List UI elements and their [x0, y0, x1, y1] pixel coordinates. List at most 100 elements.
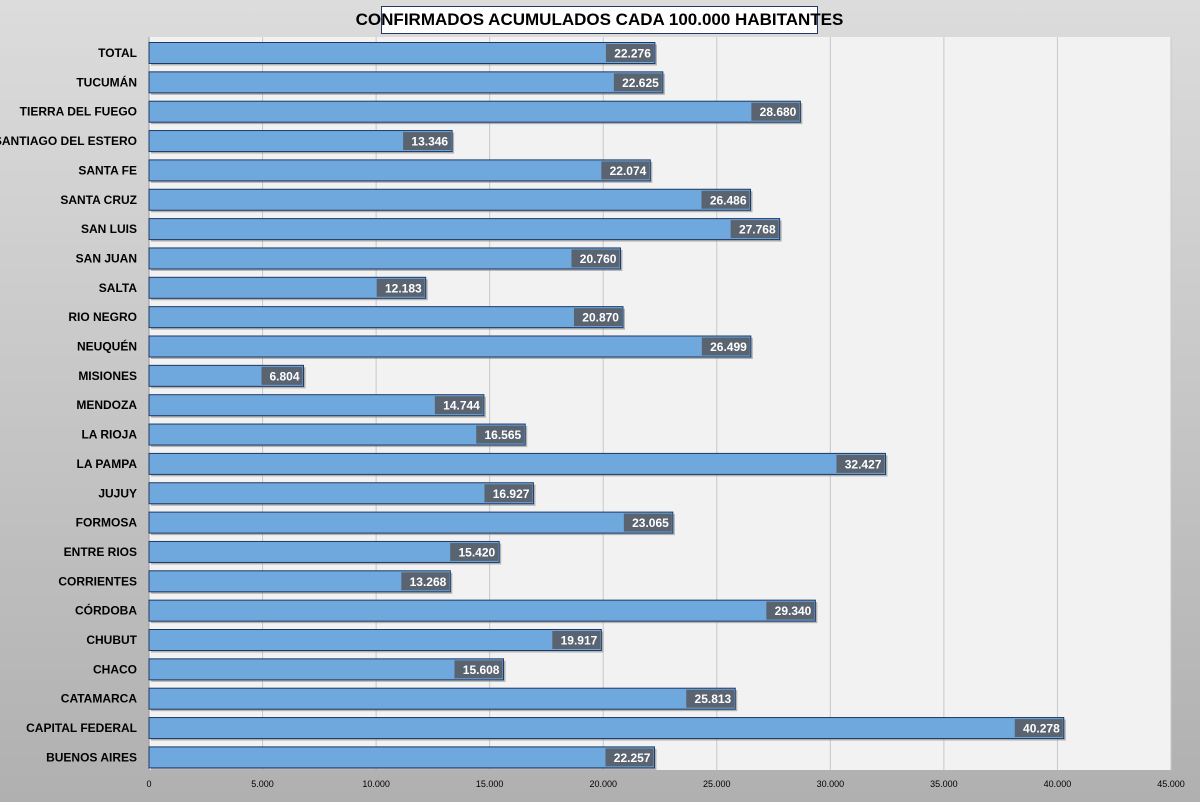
- category-label: LA PAMPA: [77, 457, 138, 471]
- category-label: SALTA: [99, 281, 138, 295]
- data-label: 16.565: [485, 428, 522, 442]
- category-label: ENTRE RIOS: [64, 545, 137, 559]
- data-label-box: [836, 454, 885, 473]
- category-label: CHUBUT: [86, 633, 137, 647]
- data-label: 20.870: [582, 311, 619, 325]
- data-label-box: [403, 132, 452, 151]
- data-label-box: [605, 748, 654, 767]
- data-label: 13.346: [411, 135, 448, 149]
- data-label-box: [376, 278, 425, 297]
- chart-title: CONFIRMADOS ACUMULADOS CADA 100.000 HABI…: [356, 6, 843, 34]
- bar: [148, 629, 602, 651]
- bar: [148, 599, 816, 622]
- bar: [148, 394, 485, 417]
- bar: [148, 452, 886, 475]
- data-label-box: [730, 220, 779, 239]
- data-label-box: [476, 425, 525, 444]
- data-label: 22.276: [614, 47, 651, 61]
- data-label: 6.804: [269, 369, 299, 383]
- category-label: SAN JUAN: [76, 251, 137, 265]
- bar: [148, 159, 651, 182]
- category-label: JUJUY: [98, 486, 137, 500]
- data-label: 14.744: [443, 399, 480, 413]
- data-label-box: [686, 689, 735, 708]
- category-label: SANTA FE: [78, 163, 137, 177]
- data-label-box: [1014, 719, 1063, 738]
- category-label: CHACO: [93, 662, 137, 676]
- category-label: MISIONES: [78, 369, 137, 383]
- data-label: 26.499: [710, 340, 747, 354]
- data-label: 40.278: [1023, 722, 1060, 736]
- data-label-box: [434, 396, 483, 415]
- data-label-box: [701, 337, 750, 356]
- data-label-box: [751, 102, 800, 121]
- data-label-box: [454, 660, 503, 679]
- data-label-box: [261, 366, 303, 385]
- category-label: FORMOSA: [76, 516, 138, 530]
- bar: [148, 482, 534, 505]
- bar: [148, 100, 801, 123]
- x-tick-label: 20.000: [589, 779, 617, 789]
- bar: [148, 276, 427, 299]
- data-label: 25.813: [695, 692, 732, 706]
- bar: [148, 71, 664, 94]
- bar: [148, 687, 736, 710]
- data-label-box: [701, 190, 750, 209]
- bar: [148, 540, 500, 563]
- bar: [148, 247, 621, 270]
- data-label: 15.608: [463, 663, 500, 677]
- x-tick-label: 40.000: [1044, 779, 1072, 789]
- bar: [148, 570, 451, 593]
- data-label: 32.427: [845, 457, 882, 471]
- x-tick-label: 15.000: [476, 779, 504, 789]
- category-label: TOTAL: [98, 46, 137, 60]
- data-label: 22.257: [614, 751, 651, 765]
- data-label: 19.917: [561, 634, 598, 648]
- x-tick-label: 5.000: [251, 779, 274, 789]
- bar: [148, 218, 781, 241]
- data-label: 29.340: [775, 604, 812, 618]
- bar: [148, 746, 655, 769]
- x-tick-label: 25.000: [703, 779, 731, 789]
- data-label: 20.760: [580, 252, 617, 266]
- data-label: 15.420: [459, 545, 496, 559]
- data-label: 27.768: [739, 223, 776, 237]
- data-label-box: [766, 601, 815, 620]
- category-label: SANTIAGO DEL ESTERO: [0, 134, 137, 148]
- category-label: TIERRA DEL FUEGO: [20, 105, 137, 119]
- data-label-box: [401, 572, 450, 591]
- category-label: SAN LUIS: [81, 222, 137, 236]
- data-label: 22.625: [622, 76, 659, 90]
- category-label: SANTA CRUZ: [60, 193, 137, 207]
- data-label-box: [601, 161, 650, 180]
- category-label: LA RIOJA: [81, 428, 137, 442]
- data-label: 28.680: [760, 105, 797, 119]
- x-tick-label: 45.000: [1157, 779, 1185, 789]
- category-label: CÓRDOBA: [75, 603, 137, 618]
- data-label: 22.074: [610, 164, 647, 178]
- bar: [148, 306, 624, 329]
- data-label-box: [450, 542, 499, 561]
- category-label: CATAMARCA: [61, 692, 138, 706]
- category-label: RIO NEGRO: [68, 310, 137, 324]
- x-tick-label: 10.000: [362, 779, 390, 789]
- bar: [148, 717, 1065, 740]
- data-label-box: [623, 513, 672, 532]
- category-label: MENDOZA: [76, 398, 137, 412]
- x-tick-label: 0: [146, 779, 151, 789]
- data-label-box: [484, 484, 533, 503]
- data-label-box: [605, 44, 654, 62]
- bar: [148, 423, 526, 446]
- data-label: 13.268: [410, 575, 447, 589]
- data-label: 23.065: [632, 516, 669, 530]
- data-label: 26.486: [710, 193, 747, 207]
- bar: [148, 658, 504, 681]
- bar: [148, 335, 752, 358]
- bar: [148, 188, 752, 211]
- category-label: NEUQUÉN: [77, 339, 137, 354]
- data-label-box: [573, 308, 622, 327]
- bar: [148, 130, 453, 153]
- data-label: 16.927: [493, 487, 530, 501]
- category-label: BUENOS AIRES: [46, 750, 137, 764]
